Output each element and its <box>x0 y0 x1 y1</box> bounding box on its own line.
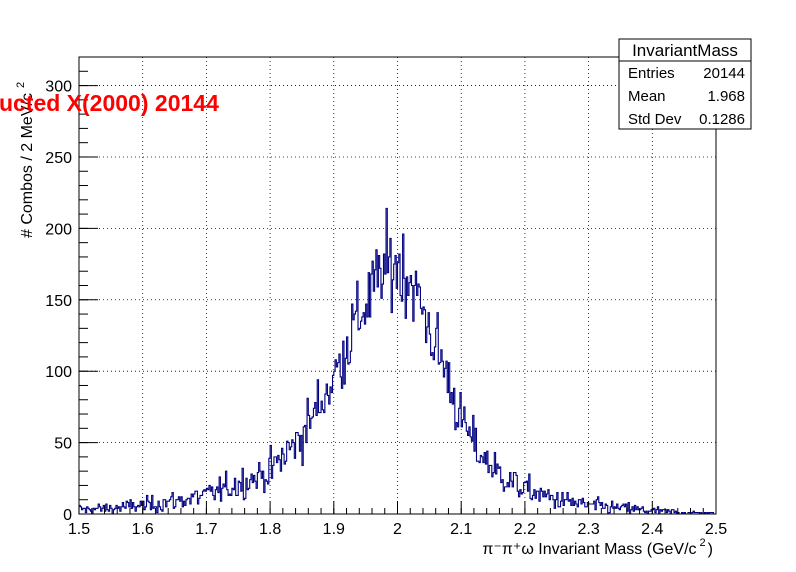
stats-value-mean: 1.968 <box>707 88 745 105</box>
x-tick-label: 2.5 <box>705 521 727 538</box>
stats-box-frame <box>618 38 752 130</box>
x-tick-label: 2.1 <box>450 521 472 538</box>
y-tick-labels: 0 50 100 150 200 250 300 <box>45 79 72 524</box>
y-tick-label: 300 <box>45 79 72 96</box>
histogram-line <box>78 207 716 515</box>
y-tick-label: 150 <box>45 293 72 310</box>
x-tick-label: 2.3 <box>577 521 599 538</box>
x-tick-label: 2.2 <box>514 521 536 538</box>
histogram-series <box>78 207 716 515</box>
x-tick-label: 1.6 <box>132 521 154 538</box>
chart-title: ructed X(2000) 20144 <box>0 90 219 116</box>
axis-ticks <box>78 56 717 515</box>
x-axis-title: π⁻π⁺ω Invariant Mass (GeV/c 2) <box>482 537 713 558</box>
stats-label-mean: Mean <box>628 88 666 105</box>
y-tick-label: 100 <box>45 364 72 381</box>
stats-label-stddev: Std Dev <box>628 111 682 128</box>
x-tick-label: 1.5 <box>68 521 90 538</box>
stats-box-name: InvariantMass <box>632 41 738 60</box>
stats-value-entries: 20144 <box>703 65 745 82</box>
x-tick-labels: 1.5 1.6 1.7 1.8 1.9 2 2.1 2.2 2.3 2.4 2.5 <box>68 521 727 538</box>
y-tick-label: 0 <box>63 507 72 524</box>
x-tick-label: 2.4 <box>641 521 663 538</box>
x-tick-label: 1.7 <box>195 521 217 538</box>
y-tick-label: 250 <box>45 150 72 167</box>
y-tick-label: 50 <box>54 436 72 453</box>
x-tick-label: 1.8 <box>259 521 281 538</box>
stats-value-stddev: 0.1286 <box>699 111 745 128</box>
stats-box: InvariantMass Entries 20144 Mean 1.968 S… <box>618 38 752 130</box>
y-tick-label: 200 <box>45 221 72 238</box>
x-tick-label: 2 <box>393 521 402 538</box>
x-tick-label: 1.9 <box>323 521 345 538</box>
stats-label-entries: Entries <box>628 65 675 82</box>
y-axis-title: # Combos / 2 MeV/c2 <box>15 82 36 238</box>
